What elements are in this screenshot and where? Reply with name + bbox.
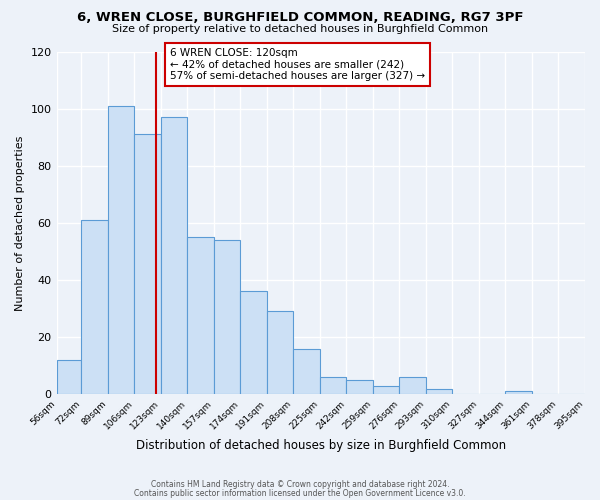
Bar [187, 237, 214, 394]
Bar [241, 292, 267, 394]
Bar [426, 388, 452, 394]
Bar [400, 377, 426, 394]
Bar [267, 312, 293, 394]
Text: Contains public sector information licensed under the Open Government Licence v3: Contains public sector information licen… [134, 488, 466, 498]
Text: 6 WREN CLOSE: 120sqm
← 42% of detached houses are smaller (242)
57% of semi-deta: 6 WREN CLOSE: 120sqm ← 42% of detached h… [170, 48, 425, 82]
Bar [214, 240, 241, 394]
Text: Size of property relative to detached houses in Burghfield Common: Size of property relative to detached ho… [112, 24, 488, 34]
X-axis label: Distribution of detached houses by size in Burghfield Common: Distribution of detached houses by size … [136, 440, 506, 452]
Text: Contains HM Land Registry data © Crown copyright and database right 2024.: Contains HM Land Registry data © Crown c… [151, 480, 449, 489]
Bar [293, 348, 320, 394]
Bar [56, 360, 82, 394]
Bar [505, 392, 532, 394]
Y-axis label: Number of detached properties: Number of detached properties [15, 135, 25, 310]
Bar [134, 134, 161, 394]
Bar [108, 106, 134, 394]
Bar [82, 220, 108, 394]
Bar [373, 386, 400, 394]
Bar [161, 117, 187, 394]
Text: 6, WREN CLOSE, BURGHFIELD COMMON, READING, RG7 3PF: 6, WREN CLOSE, BURGHFIELD COMMON, READIN… [77, 11, 523, 24]
Bar [320, 377, 346, 394]
Bar [346, 380, 373, 394]
